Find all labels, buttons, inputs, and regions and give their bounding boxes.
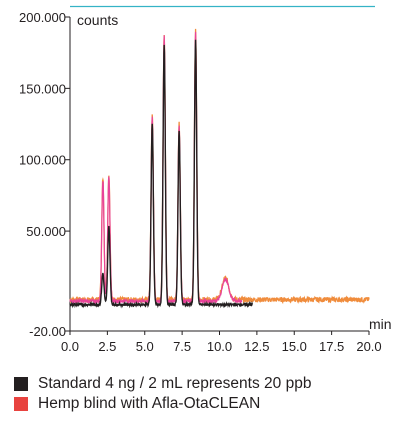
y-tick-label: 50.000 <box>26 224 66 239</box>
legend: Standard 4 ng / 2 mL represents 20 ppb H… <box>14 374 311 414</box>
x-axis-label: min <box>369 316 392 332</box>
legend-swatch-hemp <box>14 397 28 411</box>
y-tick-label: 100.000 <box>19 153 66 168</box>
legend-label-standard: Standard 4 ng / 2 mL represents 20 ppb <box>38 375 312 392</box>
tick-marks <box>65 16 370 335</box>
legend-item-standard: Standard 4 ng / 2 mL represents 20 ppb <box>14 374 311 394</box>
x-tick-label: 2.5 <box>98 339 116 354</box>
x-tick-label: 15.0 <box>282 339 307 354</box>
x-tick-label: 17.5 <box>319 339 344 354</box>
series-line-standard <box>69 39 254 309</box>
series-line-hemp-overlay <box>69 28 370 305</box>
x-tick-label: 7.5 <box>173 339 191 354</box>
x-tick-label: 12.5 <box>244 339 269 354</box>
legend-swatch-standard <box>14 377 28 391</box>
y-tick-label: 150.000 <box>19 81 66 96</box>
series-line-hemp <box>69 31 243 305</box>
y-tick-label: 200.000 <box>19 10 66 25</box>
traces <box>69 28 370 309</box>
chromatogram-chart: -20.00 50.000 100.000 150.000 200.000 0.0 2.5 5… <box>19 5 392 354</box>
x-tick-label: 20.0 <box>356 339 381 354</box>
y-tick-label: -20.00 <box>29 324 66 339</box>
tick-labels: -20.00 50.000 100.000 150.000 200.000 0.0 2.5 5… <box>19 10 382 354</box>
legend-item-hemp: Hemp blind with Afla-OtaCLEAN <box>14 394 311 414</box>
axes <box>69 17 369 332</box>
y-axis-label: counts <box>77 12 118 28</box>
x-tick-label: 0.0 <box>61 339 79 354</box>
x-tick-label: 5.0 <box>136 339 154 354</box>
legend-label-hemp: Hemp blind with Afla-OtaCLEAN <box>38 395 261 412</box>
x-tick-label: 10.0 <box>207 339 232 354</box>
